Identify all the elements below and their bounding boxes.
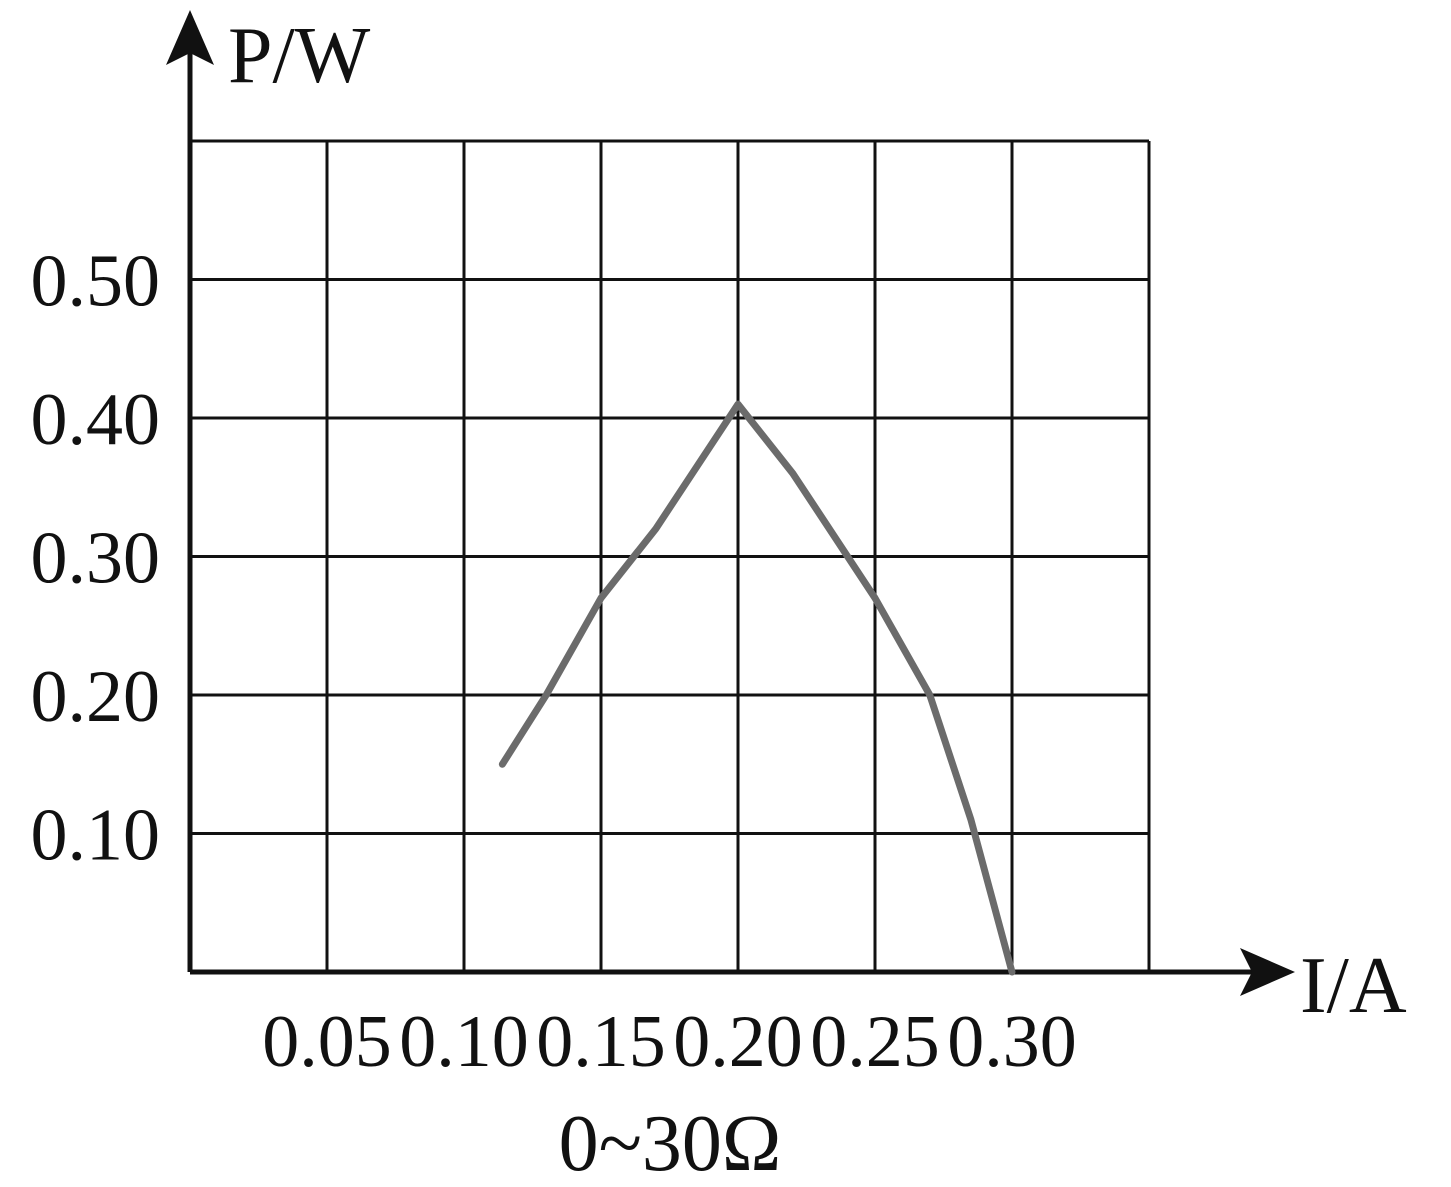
x-tick-label: 0.05: [262, 1001, 392, 1083]
x-tick-label: 0.30: [947, 1001, 1077, 1083]
x-axis-label: I/A: [1300, 942, 1407, 1030]
annotation: 0~30Ω: [559, 1100, 782, 1187]
line: [498, 400, 1016, 976]
y-tick-label: 0.50: [31, 241, 161, 323]
y-tick-label: 0.30: [31, 518, 161, 600]
x-tick-label: 0.15: [536, 1001, 666, 1083]
y-tick-label: 0.20: [31, 656, 161, 738]
x-arrow: [1240, 948, 1295, 996]
x-tick-label: 0.10: [399, 1001, 529, 1083]
y-axis-label: P/W: [228, 12, 371, 100]
y-tick-label: 0.10: [31, 795, 161, 877]
x-tick-label: 0.20: [673, 1001, 803, 1083]
y-tick-label: 0.40: [31, 379, 161, 461]
x-tick-label: 0.25: [810, 1001, 940, 1083]
y-arrow: [166, 10, 214, 65]
